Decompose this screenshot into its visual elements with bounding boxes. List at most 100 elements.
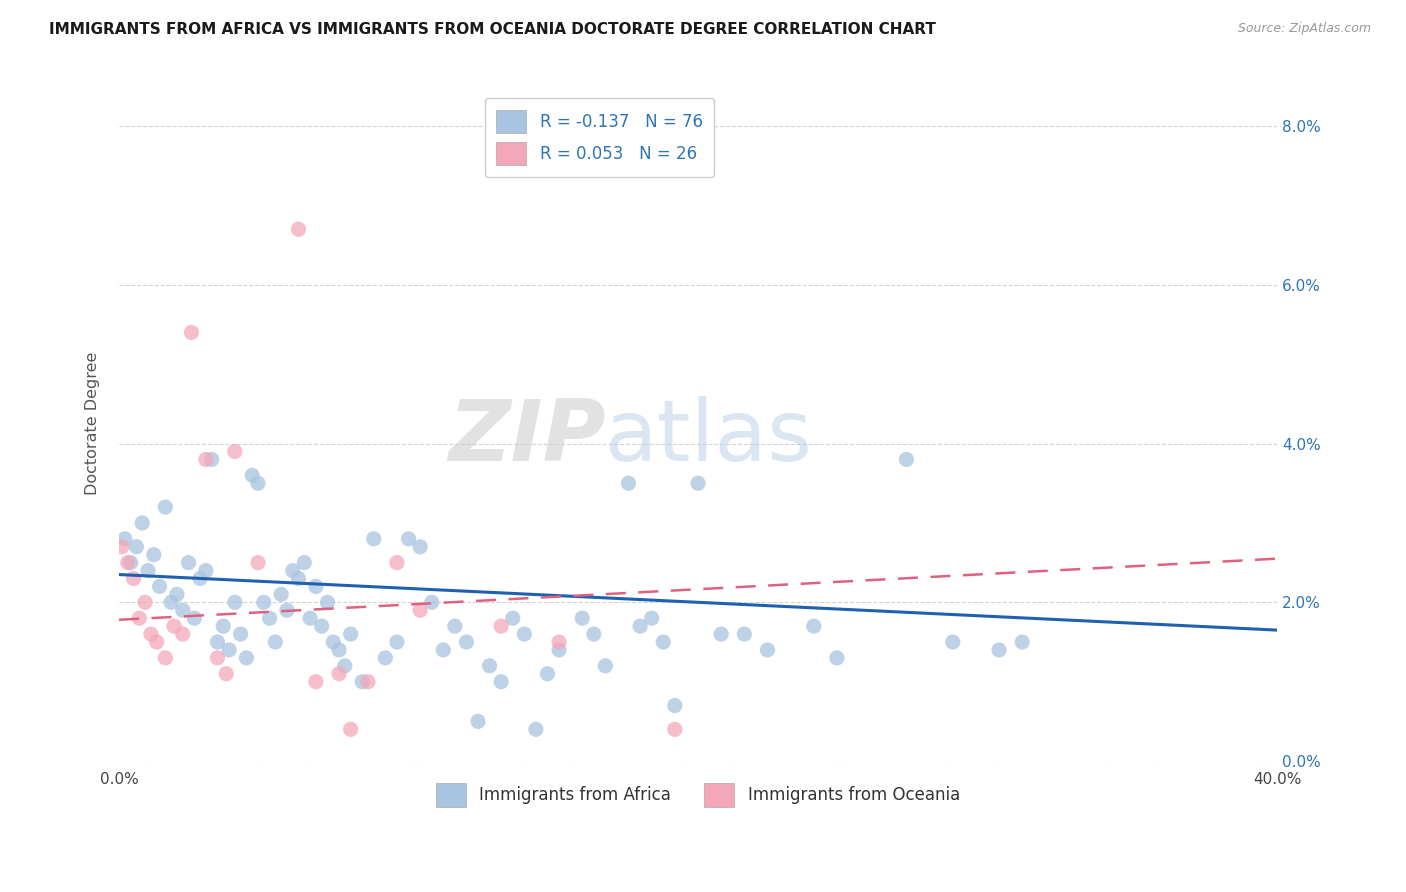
Point xyxy=(1011,635,1033,649)
Point xyxy=(287,572,309,586)
Point xyxy=(352,674,374,689)
Point xyxy=(339,627,361,641)
Point xyxy=(207,651,229,665)
Point xyxy=(281,564,304,578)
Point xyxy=(224,444,246,458)
Point xyxy=(122,572,145,586)
Point xyxy=(456,635,478,649)
Point xyxy=(145,635,167,649)
Point xyxy=(595,658,617,673)
Point xyxy=(339,723,361,737)
Point xyxy=(686,476,709,491)
Point xyxy=(218,643,240,657)
Point xyxy=(155,651,177,665)
Point xyxy=(287,222,309,236)
Point xyxy=(420,595,443,609)
Text: Source: ZipAtlas.com: Source: ZipAtlas.com xyxy=(1237,22,1371,36)
Point xyxy=(212,619,235,633)
Point xyxy=(513,627,536,641)
Point xyxy=(276,603,298,617)
Point xyxy=(142,548,165,562)
Point xyxy=(131,516,153,530)
Point xyxy=(128,611,150,625)
Point xyxy=(253,595,276,609)
Point xyxy=(467,714,489,729)
Text: ZIP: ZIP xyxy=(447,396,606,479)
Text: IMMIGRANTS FROM AFRICA VS IMMIGRANTS FROM OCEANIA DOCTORATE DEGREE CORRELATION C: IMMIGRANTS FROM AFRICA VS IMMIGRANTS FRO… xyxy=(49,22,936,37)
Text: atlas: atlas xyxy=(606,396,814,479)
Point xyxy=(134,595,156,609)
Point xyxy=(409,603,432,617)
Point xyxy=(259,611,281,625)
Y-axis label: Doctorate Degree: Doctorate Degree xyxy=(86,352,100,495)
Point xyxy=(117,556,139,570)
Point xyxy=(489,674,512,689)
Point xyxy=(374,651,396,665)
Point xyxy=(163,619,186,633)
Point xyxy=(264,635,287,649)
Point xyxy=(385,635,408,649)
Point xyxy=(316,595,339,609)
Point xyxy=(172,603,194,617)
Legend: Immigrants from Africa, Immigrants from Oceania: Immigrants from Africa, Immigrants from … xyxy=(429,777,967,814)
Point xyxy=(444,619,467,633)
Point xyxy=(617,476,640,491)
Point xyxy=(229,627,252,641)
Point xyxy=(628,619,651,633)
Point xyxy=(183,611,205,625)
Point xyxy=(194,564,217,578)
Point xyxy=(246,476,269,491)
Point xyxy=(114,532,136,546)
Point xyxy=(136,564,159,578)
Point xyxy=(322,635,344,649)
Point xyxy=(155,500,177,514)
Point xyxy=(328,643,350,657)
Point xyxy=(478,658,501,673)
Point xyxy=(357,674,380,689)
Point xyxy=(311,619,333,633)
Point xyxy=(652,635,675,649)
Point xyxy=(201,452,224,467)
Point xyxy=(194,452,217,467)
Point xyxy=(536,666,558,681)
Point xyxy=(524,723,547,737)
Point xyxy=(180,326,202,340)
Point xyxy=(896,452,918,467)
Point xyxy=(803,619,825,633)
Point xyxy=(125,540,148,554)
Point xyxy=(398,532,420,546)
Point xyxy=(333,658,356,673)
Point xyxy=(548,643,571,657)
Point xyxy=(432,643,454,657)
Point xyxy=(942,635,965,649)
Point xyxy=(489,619,512,633)
Point xyxy=(292,556,315,570)
Point xyxy=(328,666,350,681)
Point xyxy=(756,643,779,657)
Point xyxy=(270,587,292,601)
Point xyxy=(215,666,238,681)
Point xyxy=(305,674,328,689)
Point xyxy=(641,611,664,625)
Point xyxy=(305,579,328,593)
Point xyxy=(363,532,385,546)
Point xyxy=(177,556,200,570)
Point xyxy=(385,556,408,570)
Point xyxy=(139,627,162,641)
Point xyxy=(664,698,686,713)
Point xyxy=(120,556,142,570)
Point xyxy=(988,643,1011,657)
Point xyxy=(664,723,686,737)
Point xyxy=(246,556,269,570)
Point xyxy=(188,572,211,586)
Point xyxy=(148,579,170,593)
Point xyxy=(733,627,755,641)
Point xyxy=(409,540,432,554)
Point xyxy=(172,627,194,641)
Point xyxy=(111,540,134,554)
Point xyxy=(207,635,229,649)
Point xyxy=(582,627,605,641)
Point xyxy=(166,587,188,601)
Point xyxy=(224,595,246,609)
Point xyxy=(299,611,322,625)
